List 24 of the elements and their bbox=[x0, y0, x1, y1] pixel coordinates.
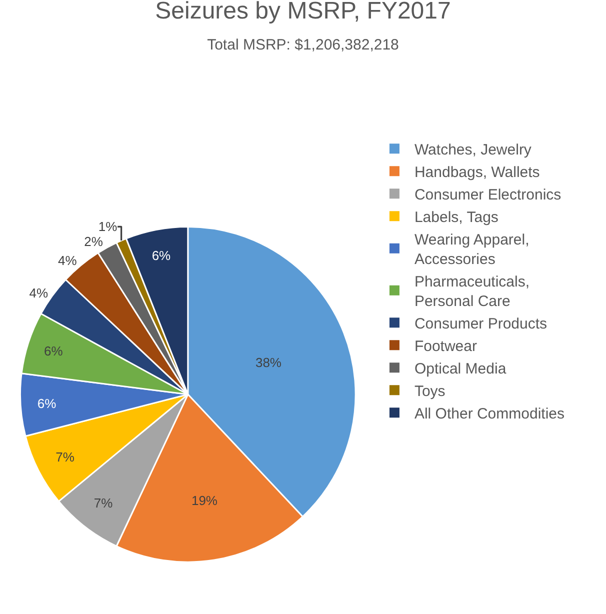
legend-label: Footwear bbox=[414, 338, 477, 355]
legend-label: Wearing Apparel, Accessories bbox=[414, 232, 530, 268]
data-label: 6% bbox=[152, 248, 172, 264]
legend-label: All Other Commodities bbox=[414, 406, 565, 422]
data-label: 7% bbox=[56, 449, 75, 464]
legend-label: Consumer Products bbox=[414, 316, 548, 332]
data-label: 7% bbox=[94, 496, 114, 511]
legend-label: Handbags, Wallets bbox=[414, 164, 540, 181]
data-label: 6% bbox=[44, 343, 64, 358]
data-label: 6% bbox=[37, 396, 57, 411]
chart-title: Seizures by MSRP, FY2017 bbox=[155, 0, 451, 24]
legend-label: Toys bbox=[414, 383, 446, 400]
legend-label: Optical Media bbox=[414, 360, 507, 378]
data-label: 4% bbox=[29, 286, 48, 301]
legend-label: Consumer Electronics bbox=[414, 186, 562, 204]
data-label: 19% bbox=[191, 492, 218, 508]
legend-label: Watches, Jewelry bbox=[414, 142, 532, 158]
data-label: 1% bbox=[98, 219, 118, 234]
legend-label: Labels, Tags bbox=[414, 209, 498, 226]
legend-label: Pharmaceuticals, Personal Care bbox=[414, 274, 530, 310]
data-label: 4% bbox=[58, 253, 78, 268]
data-label: 2% bbox=[84, 234, 104, 250]
data-label: 38% bbox=[255, 354, 282, 370]
chart-subtitle: Total MSRP: $1,206,382,218 bbox=[207, 36, 399, 54]
